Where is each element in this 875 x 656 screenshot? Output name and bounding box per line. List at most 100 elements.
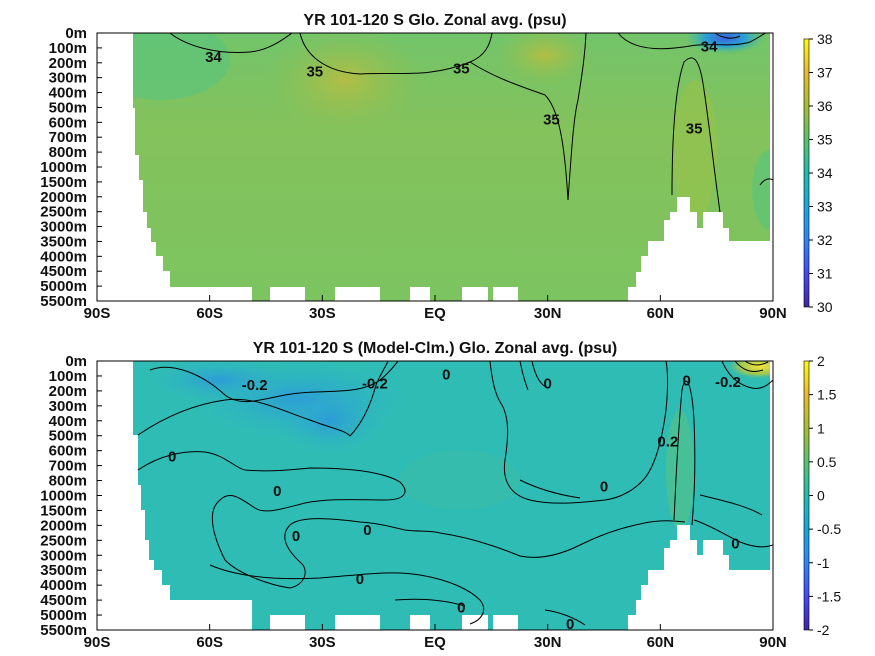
top-y-tick-label: 600m	[49, 114, 87, 131]
top-y-tick-label: 5500m	[40, 293, 87, 310]
bottom-contour-label: 0	[731, 535, 739, 552]
top-heatmap-field	[97, 33, 773, 301]
top-y-tick-label: 700m	[49, 129, 87, 146]
bottom-colorbar-tick-label: 0.5	[817, 454, 837, 470]
top-contour-labels: 34 35 35 35 34 35	[205, 38, 718, 137]
top-colorbar-tick-label: 37	[817, 65, 833, 81]
bottom-y-tick-label: 5000m	[40, 607, 87, 624]
bottom-x-tick-label: 30N	[534, 634, 562, 651]
bottom-colorbar-tick-label: -1	[817, 555, 830, 571]
top-y-tick-label: 1500m	[40, 174, 87, 191]
top-colorbar-tick-label: 34	[817, 165, 833, 181]
top-contour-label: 35	[543, 111, 560, 128]
bottom-y-tick-label: 600m	[49, 443, 87, 460]
bottom-x-tick-label: 90S	[84, 634, 111, 651]
top-y-tick-label: 5000m	[40, 278, 87, 295]
bottom-contour-label: -0.2	[242, 377, 268, 394]
top-x-tick-label: 60S	[196, 305, 223, 322]
top-y-tick-label: 100m	[49, 40, 87, 57]
bottom-contour-label: -0.2	[715, 374, 741, 391]
bottom-heatmap-field	[97, 361, 773, 630]
top-panel: YR 101-120 S Glo. Zonal avg. (psu)	[40, 12, 833, 322]
top-contour-label: 35	[686, 120, 703, 137]
bottom-contour-label: 0	[168, 449, 176, 466]
top-panel-title: YR 101-120 S Glo. Zonal avg. (psu)	[303, 12, 566, 29]
top-colorbar-tick-label: 35	[817, 132, 833, 148]
bottom-contour-label: 0	[457, 600, 465, 617]
bottom-colorbar-tick-label: 1.5	[817, 387, 837, 403]
bottom-y-tick-label: 4500m	[40, 592, 87, 609]
top-y-axis: 0m100m200m300m400m500m600m700m800m1000m1…	[40, 25, 102, 310]
top-colorbar-tick-label: 33	[817, 199, 833, 215]
bottom-contour-label: -0.2	[362, 375, 388, 392]
bottom-y-tick-label: 300m	[49, 398, 87, 415]
bottom-y-tick-label: 4000m	[40, 577, 87, 594]
bottom-contour-label: 0	[566, 616, 574, 633]
top-x-tick-label: 30N	[534, 305, 562, 322]
top-x-tick-label: 30S	[309, 305, 336, 322]
bottom-y-tick-label: 500m	[49, 428, 87, 445]
top-y-tick-label: 3000m	[40, 219, 87, 236]
bottom-colorbar	[803, 360, 810, 631]
bottom-y-tick-label: 1500m	[40, 502, 87, 519]
bottom-x-axis: 90S 60S 30S EQ 30N 60N 90N	[84, 624, 787, 651]
bottom-y-tick-label: 200m	[49, 383, 87, 400]
top-colorbar-ticks: 38 37 36 35 34 33 32 31 30	[809, 31, 833, 315]
top-colorbar-tick-label: 30	[817, 299, 833, 315]
bottom-y-axis: 0m100m200m300m400m500m600m700m800m1000m1…	[40, 353, 102, 639]
bottom-contour-label: 0	[356, 571, 364, 588]
top-contours	[169, 33, 773, 213]
bottom-y-tick-label: 2500m	[40, 532, 87, 549]
bottom-colorbar-tick-label: 0	[817, 488, 825, 504]
top-colorbar-tick-label: 36	[817, 98, 833, 114]
bottom-x-tick-label: 60S	[196, 634, 223, 651]
top-colorbar	[803, 38, 810, 308]
top-y-tick-label: 800m	[49, 144, 87, 161]
bottom-colorbar-tick-label: -2	[817, 622, 830, 638]
top-y-tick-label: 1000m	[40, 159, 87, 176]
bottom-x-tick-label: 60N	[647, 634, 675, 651]
bottom-colorbar-ticks: 2 1.5 1 0.5 0 -0.5 -1 -1.5 -2	[809, 353, 841, 638]
top-contour-label: 34	[205, 49, 222, 66]
bottom-contour-label: 0.2	[657, 434, 678, 451]
bottom-y-tick-label: 100m	[49, 368, 87, 385]
bottom-y-tick-label: 800m	[49, 473, 87, 490]
top-y-tick-label: 4500m	[40, 263, 87, 280]
bottom-y-tick-label: 1000m	[40, 488, 87, 505]
top-colorbar-tick-label: 38	[817, 31, 833, 47]
top-x-tick-label: 90N	[759, 305, 787, 322]
bottom-contour-labels: -0.2 -0.2 0 0 0 0 0 0 0 0 0 -0.2 0.2 0 0 0	[168, 366, 741, 633]
bottom-contour-label: 0	[363, 522, 371, 539]
top-y-tick-label: 500m	[49, 99, 87, 116]
top-colorbar-tick-label: 32	[817, 232, 833, 248]
top-y-tick-label: 300m	[49, 70, 87, 87]
top-contour-label: 35	[306, 64, 323, 81]
top-y-tick-label: 4000m	[40, 248, 87, 265]
top-y-tick-label: 2500m	[40, 204, 87, 221]
bottom-contour-label: 0	[273, 483, 281, 500]
bottom-colorbar-tick-label: 1	[817, 420, 825, 436]
top-x-tick-label: 90S	[84, 305, 111, 322]
top-y-tick-label: 200m	[49, 55, 87, 72]
bottom-y-tick-label: 3500m	[40, 562, 87, 579]
bottom-colorbar-tick-label: 2	[817, 353, 825, 369]
bottom-panel: YR 101-120 S (Model-Clm.) Glo. Zonal avg…	[40, 340, 841, 651]
bottom-x-tick-label: EQ	[424, 634, 446, 651]
bottom-panel-title: YR 101-120 S (Model-Clm.) Glo. Zonal avg…	[253, 340, 618, 357]
top-x-tick-label: 60N	[647, 305, 675, 322]
bottom-contour-label: 0	[600, 479, 608, 496]
bottom-colorbar-tick-label: -0.5	[817, 521, 841, 537]
top-x-axis: 90S 60S 30S EQ 30N 60N 90N	[84, 295, 787, 322]
bottom-colorbar-tick-label: -1.5	[817, 588, 841, 604]
bottom-contour-label: 0	[442, 366, 450, 383]
top-y-tick-label: 2000m	[40, 189, 87, 206]
bottom-y-tick-label: 3000m	[40, 547, 87, 564]
bottom-contour-label: 0	[292, 528, 300, 545]
bottom-contour-label: 0	[682, 372, 690, 389]
top-colorbar-tick-label: 31	[817, 266, 833, 282]
top-x-tick-label: EQ	[424, 305, 446, 322]
top-y-tick-label: 3500m	[40, 233, 87, 250]
top-y-tick-label: 0m	[65, 25, 87, 42]
bottom-contours	[137, 361, 773, 626]
